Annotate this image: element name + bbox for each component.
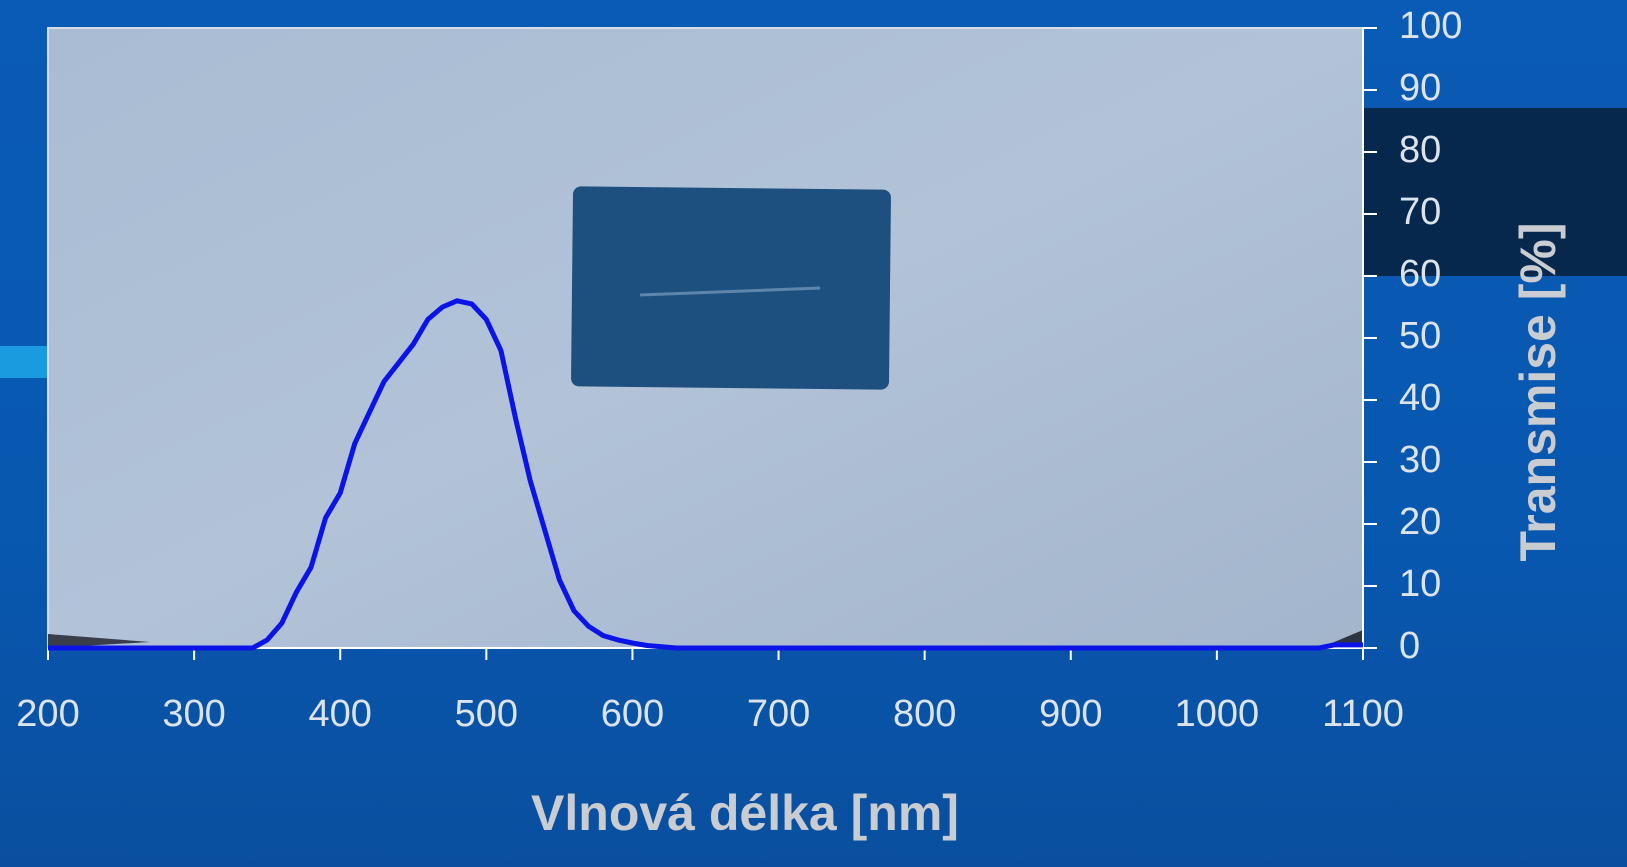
y-tick-label: 90	[1399, 67, 1441, 109]
x-tick-label: 500	[455, 693, 518, 735]
y-tick-label: 60	[1399, 253, 1441, 295]
x-axis-title: Vlnová délka [nm]	[531, 785, 959, 841]
y-tick-label: 0	[1399, 625, 1420, 667]
x-tick-label: 200	[16, 693, 79, 735]
x-tick-label: 1000	[1175, 693, 1260, 735]
y-tick-label: 80	[1399, 129, 1441, 171]
y-tick-label: 10	[1399, 563, 1441, 605]
accent-strip	[0, 346, 48, 378]
y-tick-label: 40	[1399, 377, 1441, 419]
x-tick-label: 700	[747, 693, 810, 735]
y-tick-label: 30	[1399, 439, 1441, 481]
y-axis-title: Transmise [%]	[1510, 222, 1566, 561]
y-tick-label: 50	[1399, 315, 1441, 357]
x-tick-label: 600	[601, 693, 664, 735]
y-tick-label: 20	[1399, 501, 1441, 543]
y-tick-label: 100	[1399, 5, 1462, 47]
filter-sample	[571, 186, 891, 389]
x-tick-label: 900	[1039, 693, 1102, 735]
chart: Vlnová délka [nm] Transmise [%] 0 10 20 30 4…	[0, 0, 1627, 867]
x-tick-label: 1100	[1322, 693, 1404, 735]
y-tick-label: 70	[1399, 191, 1441, 233]
slide: Vlnová délka [nm] Transmise [%] 0 10 20 30 4…	[0, 0, 1627, 867]
x-tick-label: 800	[893, 693, 956, 735]
x-tick-label: 400	[309, 693, 372, 735]
x-tick-label: 300	[162, 693, 225, 735]
